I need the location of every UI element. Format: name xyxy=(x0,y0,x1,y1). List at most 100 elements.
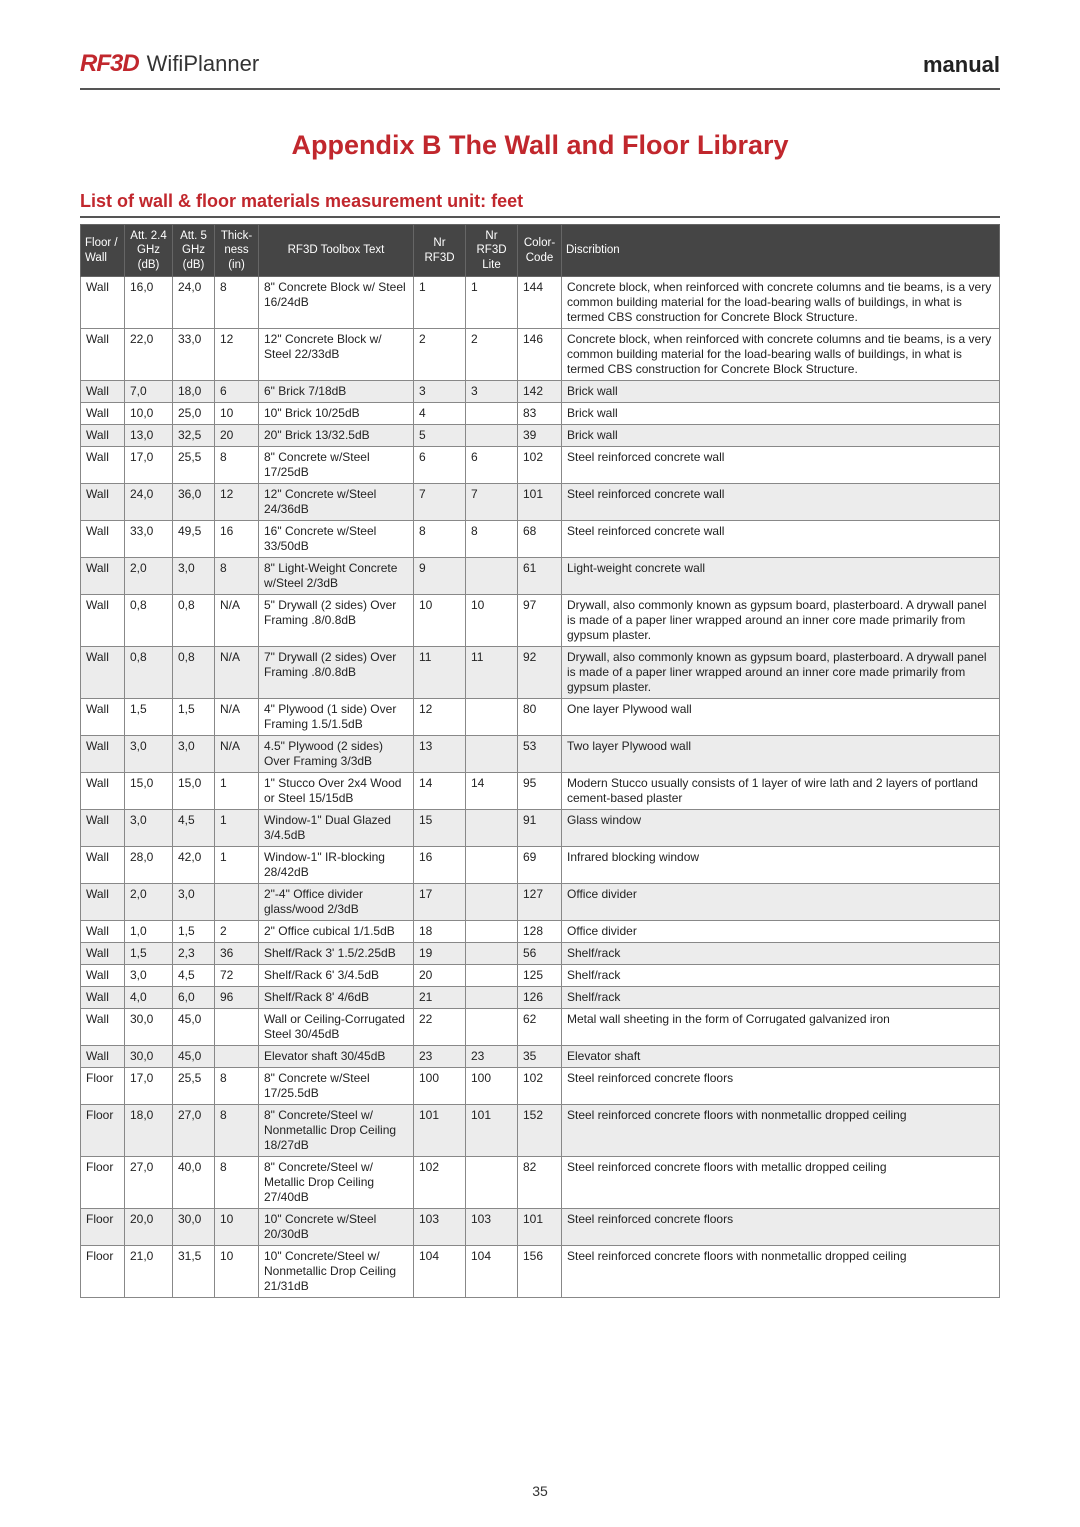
cell-att-5: 4,5 xyxy=(173,810,215,847)
manual-label: manual xyxy=(923,52,1000,78)
cell-description: Drywall, also commonly known as gypsum b… xyxy=(562,647,1000,699)
cell-att-5: 31,5 xyxy=(173,1246,215,1298)
cell-thickness xyxy=(215,884,259,921)
cell-att-24: 13,0 xyxy=(125,425,173,447)
logo: RF3D WifiPlanner xyxy=(80,50,259,78)
cell-nr-rf3d: 18 xyxy=(414,921,466,943)
cell-floor-wall: Wall xyxy=(81,647,125,699)
cell-att-24: 30,0 xyxy=(125,1046,173,1068)
cell-color-code: 53 xyxy=(518,736,562,773)
table-row: Wall0,80,8N/A5" Drywall (2 sides) Over F… xyxy=(81,595,1000,647)
cell-nr-rf3d-lite: 6 xyxy=(466,447,518,484)
cell-att-5: 24,0 xyxy=(173,277,215,329)
cell-nr-rf3d: 15 xyxy=(414,810,466,847)
section-subtitle: List of wall & floor materials measureme… xyxy=(80,191,1000,218)
cell-att-24: 16,0 xyxy=(125,277,173,329)
cell-nr-rf3d-lite: 7 xyxy=(466,484,518,521)
cell-color-code: 92 xyxy=(518,647,562,699)
cell-description: Shelf/rack xyxy=(562,965,1000,987)
cell-color-code: 69 xyxy=(518,847,562,884)
cell-floor-wall: Wall xyxy=(81,773,125,810)
cell-nr-rf3d: 9 xyxy=(414,558,466,595)
cell-att-5: 45,0 xyxy=(173,1009,215,1046)
header-rule xyxy=(80,88,1000,90)
cell-att-24: 1,5 xyxy=(125,699,173,736)
cell-att-5: 40,0 xyxy=(173,1157,215,1209)
cell-att-5: 30,0 xyxy=(173,1209,215,1246)
cell-floor-wall: Wall xyxy=(81,736,125,773)
cell-description: Glass window xyxy=(562,810,1000,847)
cell-att-5: 32,5 xyxy=(173,425,215,447)
cell-nr-rf3d-lite xyxy=(466,943,518,965)
cell-att-24: 33,0 xyxy=(125,521,173,558)
cell-floor-wall: Floor xyxy=(81,1105,125,1157)
cell-thickness: 1 xyxy=(215,810,259,847)
cell-att-5: 36,0 xyxy=(173,484,215,521)
cell-floor-wall: Wall xyxy=(81,558,125,595)
cell-nr-rf3d-lite: 10 xyxy=(466,595,518,647)
table-row: Floor18,027,088" Concrete/Steel w/ Nonme… xyxy=(81,1105,1000,1157)
table-row: Wall30,045,0Elevator shaft 30/45dB232335… xyxy=(81,1046,1000,1068)
col-thickness: Thick-ness (in) xyxy=(215,225,259,277)
cell-color-code: 68 xyxy=(518,521,562,558)
cell-nr-rf3d: 11 xyxy=(414,647,466,699)
cell-toolbox-text: 8" Concrete w/Steel 17/25dB xyxy=(259,447,414,484)
cell-toolbox-text: Window-1" IR-blocking 28/42dB xyxy=(259,847,414,884)
cell-thickness: 96 xyxy=(215,987,259,1009)
cell-color-code: 127 xyxy=(518,884,562,921)
cell-att-24: 2,0 xyxy=(125,558,173,595)
page-title: Appendix B The Wall and Floor Library xyxy=(80,130,1000,161)
cell-att-24: 1,0 xyxy=(125,921,173,943)
cell-color-code: 82 xyxy=(518,1157,562,1209)
cell-floor-wall: Wall xyxy=(81,884,125,921)
cell-att-5: 45,0 xyxy=(173,1046,215,1068)
cell-toolbox-text: 2" Office cubical 1/1.5dB xyxy=(259,921,414,943)
cell-description: Office divider xyxy=(562,921,1000,943)
cell-toolbox-text: Window-1" Dual Glazed 3/4.5dB xyxy=(259,810,414,847)
cell-floor-wall: Wall xyxy=(81,425,125,447)
table-row: Wall16,024,088" Concrete Block w/ Steel … xyxy=(81,277,1000,329)
cell-att-5: 1,5 xyxy=(173,921,215,943)
cell-thickness: 10 xyxy=(215,403,259,425)
cell-nr-rf3d-lite xyxy=(466,810,518,847)
cell-nr-rf3d: 21 xyxy=(414,987,466,1009)
cell-att-24: 21,0 xyxy=(125,1246,173,1298)
cell-thickness: 12 xyxy=(215,484,259,521)
cell-floor-wall: Wall xyxy=(81,943,125,965)
cell-nr-rf3d-lite xyxy=(466,736,518,773)
cell-floor-wall: Wall xyxy=(81,521,125,558)
cell-thickness: 8 xyxy=(215,277,259,329)
table-row: Wall30,045,0Wall or Ceiling-Corrugated S… xyxy=(81,1009,1000,1046)
cell-color-code: 83 xyxy=(518,403,562,425)
cell-att-5: 27,0 xyxy=(173,1105,215,1157)
cell-color-code: 56 xyxy=(518,943,562,965)
cell-thickness: 6 xyxy=(215,381,259,403)
cell-nr-rf3d: 6 xyxy=(414,447,466,484)
cell-thickness: N/A xyxy=(215,595,259,647)
cell-description: Office divider xyxy=(562,884,1000,921)
cell-nr-rf3d-lite xyxy=(466,965,518,987)
cell-thickness: N/A xyxy=(215,736,259,773)
cell-thickness: 16 xyxy=(215,521,259,558)
cell-color-code: 152 xyxy=(518,1105,562,1157)
cell-nr-rf3d: 4 xyxy=(414,403,466,425)
cell-nr-rf3d-lite: 100 xyxy=(466,1068,518,1105)
cell-nr-rf3d: 7 xyxy=(414,484,466,521)
cell-nr-rf3d: 16 xyxy=(414,847,466,884)
cell-nr-rf3d: 10 xyxy=(414,595,466,647)
cell-color-code: 102 xyxy=(518,447,562,484)
col-floor-wall: Floor / Wall xyxy=(81,225,125,277)
cell-nr-rf3d-lite: 101 xyxy=(466,1105,518,1157)
table-row: Floor17,025,588" Concrete w/Steel 17/25.… xyxy=(81,1068,1000,1105)
cell-description: Infrared blocking window xyxy=(562,847,1000,884)
cell-description: Shelf/rack xyxy=(562,987,1000,1009)
cell-att-24: 28,0 xyxy=(125,847,173,884)
cell-nr-rf3d-lite: 14 xyxy=(466,773,518,810)
cell-toolbox-text: 7" Drywall (2 sides) Over Framing .8/0.8… xyxy=(259,647,414,699)
table-row: Floor21,031,51010" Concrete/Steel w/ Non… xyxy=(81,1246,1000,1298)
col-att-24: Att. 2.4 GHz (dB) xyxy=(125,225,173,277)
cell-att-5: 2,3 xyxy=(173,943,215,965)
cell-description: Steel reinforced concrete floors xyxy=(562,1209,1000,1246)
cell-att-24: 15,0 xyxy=(125,773,173,810)
cell-toolbox-text: Elevator shaft 30/45dB xyxy=(259,1046,414,1068)
